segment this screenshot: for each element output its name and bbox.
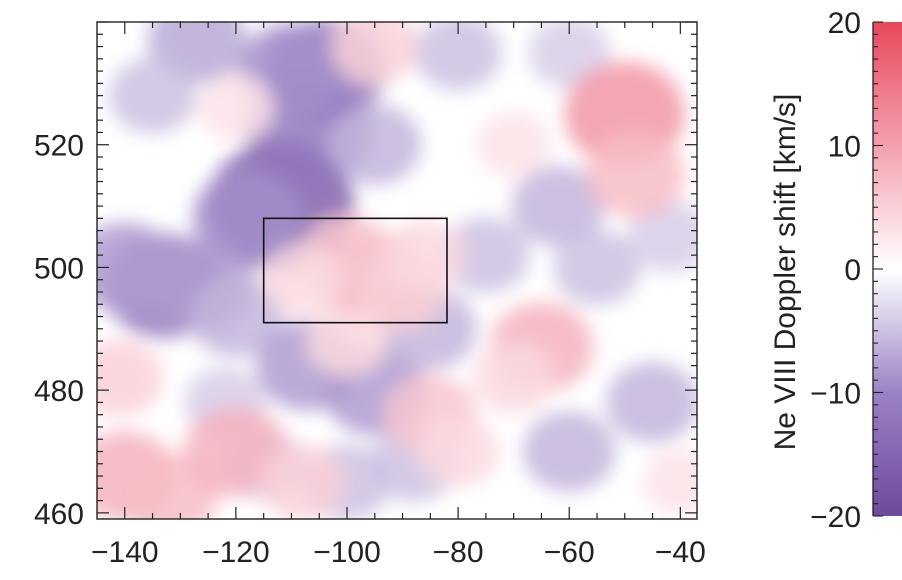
heatmap-blob-11 bbox=[328, 104, 422, 186]
heatmap-blob-30 bbox=[261, 244, 344, 316]
heatmap-blob-39 bbox=[417, 415, 500, 488]
x-tick-label-5: −40 bbox=[655, 536, 706, 569]
heatmap-blob-17 bbox=[511, 165, 605, 247]
heatmap-blob-46 bbox=[642, 448, 697, 516]
plot-frame bbox=[96, 21, 698, 520]
colorbar-ticks: 20 10 0 −10 −20 bbox=[810, 7, 883, 534]
x-axis: −140 −120 −100 −80 −60 −40 bbox=[91, 22, 706, 569]
x-tick-label-1: −120 bbox=[202, 536, 270, 569]
colorbar-label: Ne VIII Doppler shift [km/s] bbox=[769, 94, 802, 451]
heatmap-plot: −140 −120 −100 −80 −60 −40 460 480 500 520 bbox=[34, 21, 706, 569]
heatmap-blob-8 bbox=[189, 276, 283, 357]
heatmap-blob-4 bbox=[192, 170, 302, 266]
heatmap-blob-21 bbox=[628, 201, 697, 273]
heatmap-blob-45 bbox=[475, 111, 552, 178]
highlight-box bbox=[262, 217, 448, 324]
y-axis: 460 480 500 520 bbox=[34, 21, 697, 531]
heatmap-blob-18 bbox=[553, 229, 641, 306]
heatmap-blob-42 bbox=[97, 339, 163, 416]
heatmap-blob-19 bbox=[606, 362, 697, 443]
x-tick-label-4: −60 bbox=[544, 536, 595, 569]
colorbar-tick-label-0: 20 bbox=[828, 7, 861, 40]
x-tick-label-3: −80 bbox=[433, 536, 484, 569]
y-tick-label-0: 460 bbox=[34, 498, 84, 531]
colorbar-tick-label-1: 10 bbox=[828, 131, 861, 164]
heatmap-blob-31 bbox=[383, 219, 466, 291]
heatmap-blob-41 bbox=[472, 342, 555, 414]
heatmap-blob-44 bbox=[197, 74, 275, 142]
heatmap-field bbox=[97, 22, 697, 519]
heatmap-blob-47 bbox=[306, 305, 388, 377]
y-tick-label-2: 500 bbox=[34, 252, 84, 285]
heatmap-blob-20 bbox=[522, 411, 616, 492]
colorbar-tick-label-3: −10 bbox=[810, 378, 861, 411]
x-tick-label-2: −100 bbox=[313, 536, 381, 569]
heatmap-blob-25 bbox=[414, 22, 502, 91]
heatmap-blob-33 bbox=[586, 132, 686, 219]
heatmap-blob-37 bbox=[258, 444, 347, 519]
y-tick-label-1: 480 bbox=[34, 375, 84, 408]
heatmap-blob-10 bbox=[108, 57, 197, 134]
colorbar: Ne VIII Doppler shift [km/s] 20 10 0 −10 −20 bbox=[769, 7, 902, 534]
colorbar-tick-label-2: 0 bbox=[844, 254, 861, 287]
x-tick-label-0: −140 bbox=[91, 536, 159, 569]
y-tick-label-3: 520 bbox=[34, 130, 84, 163]
colorbar-tick-label-4: −20 bbox=[810, 501, 861, 534]
heatmap-blob-16 bbox=[442, 217, 530, 294]
heatmap-blob-43 bbox=[331, 22, 419, 85]
